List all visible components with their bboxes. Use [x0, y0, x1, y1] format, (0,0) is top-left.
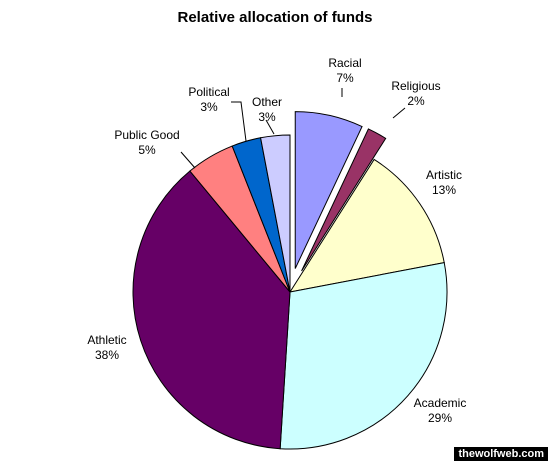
slice-percent-label: 5% [138, 143, 156, 157]
pie-slice-artistic [288, 158, 445, 293]
slice-label: Academic [414, 396, 467, 410]
pie-slice-academic [279, 261, 448, 450]
slice-label: Artistic [426, 168, 462, 182]
pie-slice-racial [294, 111, 363, 269]
leader-line [231, 101, 247, 142]
slice-label: Racial [328, 56, 361, 70]
slice-label: Other [252, 95, 282, 109]
slice-percent-label: 29% [428, 411, 452, 425]
slice-percent-label: 3% [258, 110, 276, 124]
pie-slice-other [259, 134, 291, 293]
watermark: thewolfweb.com [454, 447, 548, 461]
slice-label: Religious [391, 79, 440, 93]
leader-line [392, 107, 406, 119]
slice-percent-label: 7% [336, 71, 354, 85]
leader-line [265, 119, 275, 135]
slice-label: Public Good [114, 128, 179, 142]
pie-slice-religious [301, 128, 387, 272]
leader-line [180, 151, 196, 169]
slice-percent-label: 13% [432, 183, 456, 197]
slice-label: Political [188, 85, 229, 99]
chart-title: Relative allocation of funds [177, 9, 373, 26]
slice-percent-label: 38% [95, 348, 119, 362]
slice-percent-label: 2% [407, 94, 425, 108]
slice-label: Athletic [87, 333, 126, 347]
slice-percent-label: 3% [200, 100, 218, 114]
pie-slice-athletic [132, 170, 291, 450]
